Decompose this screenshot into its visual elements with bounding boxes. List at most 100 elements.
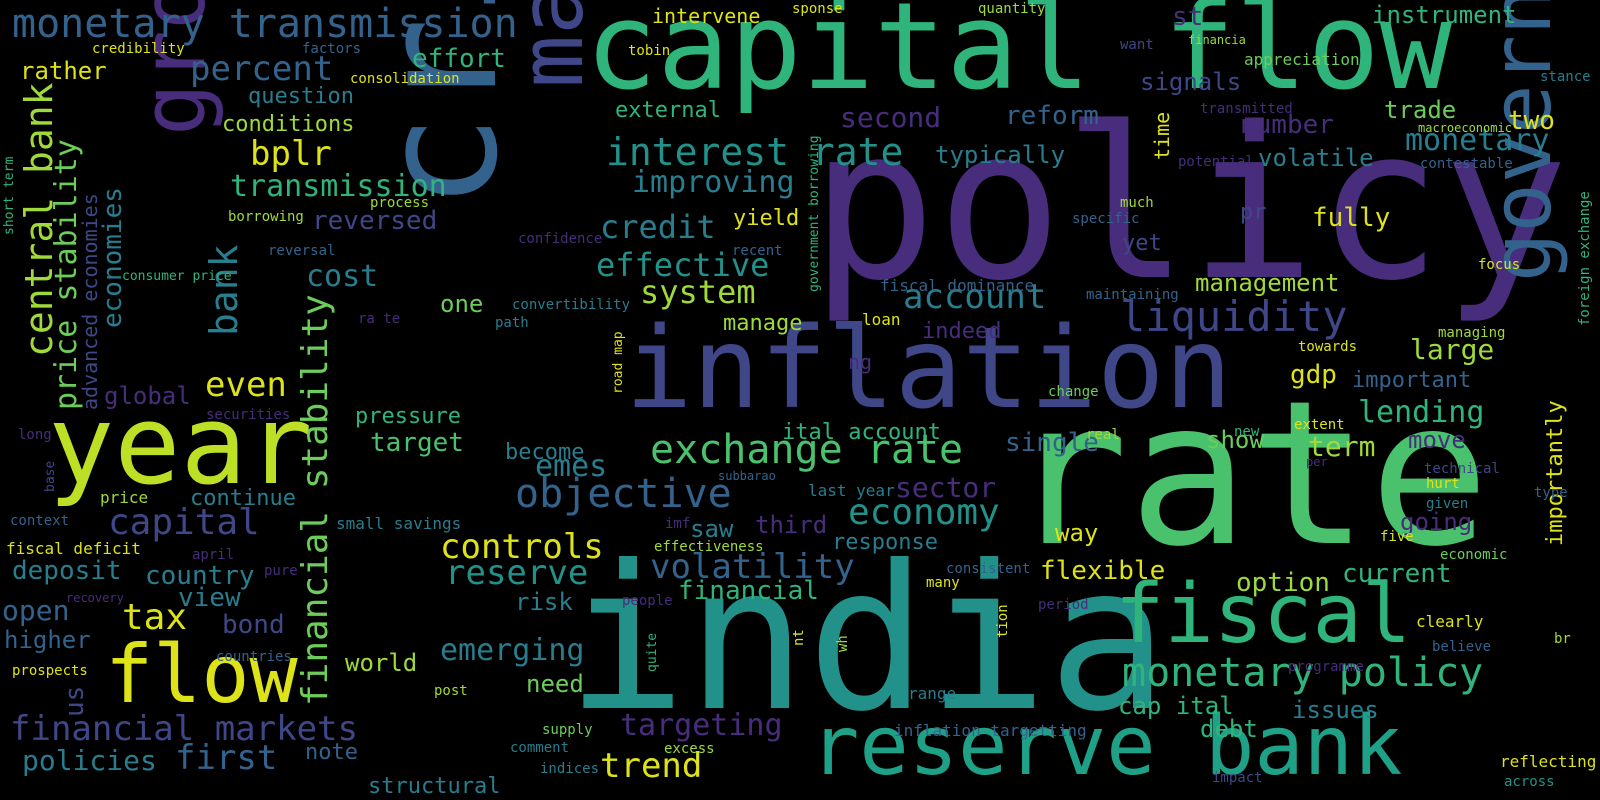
- word: consistent: [946, 561, 1031, 577]
- word: issues: [1292, 696, 1379, 724]
- word: even: [205, 365, 287, 405]
- word: programme: [1288, 659, 1364, 675]
- word: note: [305, 740, 358, 765]
- word: show: [1206, 426, 1264, 454]
- word: clearly: [1416, 612, 1484, 631]
- word: specific: [1072, 211, 1140, 227]
- word: view: [178, 583, 241, 613]
- word: bond: [222, 610, 285, 640]
- word: five: [1380, 529, 1414, 545]
- word: yield: [733, 206, 800, 231]
- word: quite: [645, 632, 660, 672]
- word: towards: [1298, 339, 1358, 355]
- word: potential: [1178, 154, 1254, 170]
- word: transmitted: [1200, 101, 1293, 117]
- word: market: [500, 0, 603, 88]
- word: target: [370, 428, 464, 458]
- word: ital account: [782, 420, 941, 445]
- word: economic: [1440, 547, 1508, 563]
- word: rate: [1008, 358, 1490, 591]
- word: hurt: [1426, 476, 1460, 492]
- word: reflecting: [1500, 752, 1597, 771]
- word: change: [1048, 384, 1099, 400]
- word: objective: [515, 471, 732, 517]
- word: convertibility: [512, 297, 631, 313]
- word: borrowing: [228, 209, 304, 225]
- word: india: [566, 523, 1169, 756]
- word: cost: [306, 259, 379, 294]
- word: excess: [664, 741, 715, 757]
- word: capital flow: [585, 0, 1452, 117]
- word: prospects: [12, 663, 88, 679]
- word: monetary: [1405, 123, 1550, 158]
- word: macroeconomic: [1418, 121, 1512, 135]
- word: recent: [732, 243, 783, 259]
- word: question: [248, 84, 354, 109]
- word: first: [175, 738, 278, 778]
- word: want: [1120, 37, 1154, 53]
- word: trade: [1384, 96, 1457, 124]
- word: managing: [1438, 325, 1506, 341]
- word: economies: [98, 187, 128, 328]
- word: short term: [2, 156, 17, 235]
- word: transmission: [230, 169, 447, 204]
- word: extent: [1294, 417, 1345, 433]
- word: april: [192, 547, 235, 563]
- word: lending: [1358, 395, 1485, 430]
- word: term: [1308, 430, 1376, 463]
- word: pr: [1240, 200, 1267, 225]
- word: account: [903, 277, 1047, 317]
- word: supply: [542, 722, 593, 738]
- word: factors: [302, 41, 362, 57]
- word: economy: [848, 492, 1000, 533]
- word: pure: [264, 563, 298, 579]
- word: focus: [1478, 257, 1521, 273]
- word: small savings: [336, 514, 462, 533]
- word: sector: [895, 471, 997, 504]
- word: typically: [935, 141, 1066, 169]
- word: believe: [1432, 639, 1492, 655]
- word: monetary transmission: [12, 1, 518, 47]
- word: advanced economies: [78, 193, 102, 410]
- word: financial stability: [295, 294, 336, 706]
- word: policy: [810, 82, 1569, 327]
- word: quantity: [978, 1, 1046, 17]
- word: third: [755, 511, 828, 539]
- word: effectiveness: [654, 539, 764, 555]
- word: continue: [190, 486, 296, 511]
- word: process: [370, 195, 430, 211]
- word: government borrowing: [807, 135, 822, 292]
- word: saw: [690, 515, 734, 543]
- word: countries: [216, 649, 292, 665]
- word: effective: [596, 246, 770, 284]
- word: new: [1234, 424, 1260, 440]
- word: financia: [1188, 33, 1246, 47]
- word: monetary policy: [1122, 650, 1484, 696]
- word: second: [840, 101, 942, 134]
- word: volatile: [1258, 144, 1374, 172]
- word: reversed: [312, 206, 438, 236]
- word: management: [1195, 269, 1340, 297]
- word: improving: [632, 165, 795, 200]
- word: large: [1410, 333, 1495, 366]
- word: many: [926, 575, 960, 591]
- word: number: [1240, 110, 1334, 140]
- word: ng: [848, 350, 873, 374]
- word: base: [43, 460, 58, 492]
- word: emes: [535, 449, 608, 484]
- word: imf: [665, 516, 691, 532]
- word: people: [622, 593, 673, 609]
- word: price: [100, 488, 149, 507]
- word: tobin: [628, 43, 671, 59]
- word: ra te: [358, 311, 401, 327]
- word: signals: [1140, 68, 1242, 96]
- word: confidence: [518, 231, 603, 247]
- word: flexible: [1040, 556, 1166, 586]
- word: going: [1400, 508, 1473, 536]
- word: comment: [510, 740, 570, 756]
- word: wh: [835, 635, 851, 652]
- word: long: [18, 427, 52, 443]
- word: move: [1408, 426, 1466, 454]
- word: fiscal: [1115, 567, 1412, 662]
